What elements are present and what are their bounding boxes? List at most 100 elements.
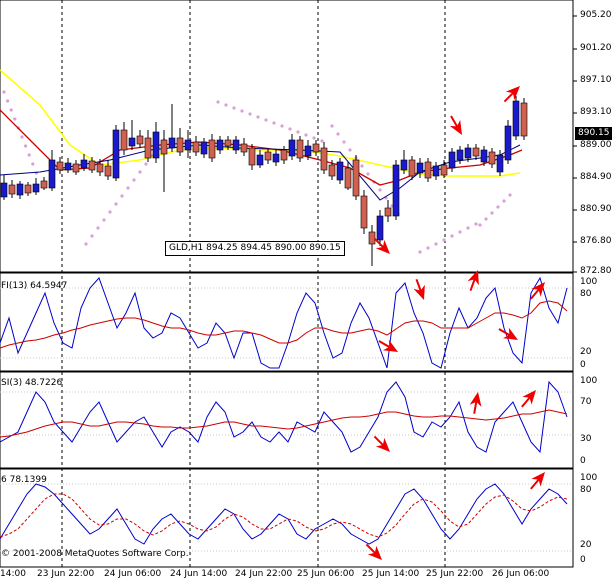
annotation-arrow xyxy=(378,339,398,352)
level-label: 80 xyxy=(580,289,592,299)
candle-body xyxy=(112,129,120,179)
candle-body xyxy=(360,195,368,229)
level-label: 0 xyxy=(580,360,586,370)
price-label: 901.20 xyxy=(580,43,612,53)
candle-body xyxy=(424,161,432,179)
level-label: 100 xyxy=(580,376,598,386)
candle-body xyxy=(192,141,200,153)
annotation-arrow xyxy=(373,237,390,254)
candle-body xyxy=(8,184,16,195)
candle-body xyxy=(96,163,104,173)
price-label: 880.90 xyxy=(580,204,612,214)
price-label: 889.00 xyxy=(580,140,612,150)
candle-body xyxy=(128,137,136,147)
sar-dot xyxy=(474,222,478,226)
sar-dot xyxy=(466,226,470,230)
annotation-arrow xyxy=(521,390,536,408)
candle-body xyxy=(40,180,48,189)
candle-body xyxy=(16,183,24,196)
copyright-text: © 2001-2008 MetaQuotes Software Corp. xyxy=(1,549,189,559)
candle-body xyxy=(248,147,256,166)
sar-dot xyxy=(256,115,260,119)
sar-dot xyxy=(224,103,228,107)
sar-dot xyxy=(288,127,292,131)
candle-body xyxy=(336,161,344,181)
sar-dot xyxy=(126,186,130,190)
level-label: 20 xyxy=(580,347,592,357)
candle-body xyxy=(72,163,80,173)
candle-body xyxy=(344,167,352,189)
axis-ticks xyxy=(573,15,577,273)
indicator-pane-1 xyxy=(0,272,574,372)
candle-body xyxy=(216,139,224,151)
sar-dot xyxy=(264,118,268,122)
candle-body xyxy=(448,151,456,169)
level-label: 0 xyxy=(580,555,586,565)
candle-body xyxy=(0,182,8,198)
sar-dot xyxy=(366,172,370,176)
sar-dot xyxy=(132,178,136,182)
pane-title: 6 78.1399 xyxy=(1,475,47,485)
candle-body xyxy=(432,165,440,177)
annotation-arrow xyxy=(373,435,390,452)
candle-body xyxy=(56,161,64,171)
pane-title: FI(13) 64.5947 xyxy=(1,281,68,291)
time-label: 26 Jun 06:00 xyxy=(492,569,550,579)
sar-dot xyxy=(484,217,488,221)
indicator-main-line xyxy=(0,276,568,369)
sar-dot xyxy=(232,106,236,110)
annotation-arrow xyxy=(467,270,479,292)
day-separators xyxy=(61,0,446,567)
sar-dot xyxy=(96,226,100,230)
sar-dot xyxy=(138,170,142,174)
sar-dot xyxy=(120,194,124,198)
main-price-pane xyxy=(0,0,574,273)
sar-dot xyxy=(496,205,500,209)
level-label: 30 xyxy=(580,434,592,444)
time-label: 24 Jun 14:00 xyxy=(170,569,228,579)
candle-body xyxy=(456,149,464,161)
candle-body xyxy=(24,184,32,194)
sar-dot xyxy=(9,108,13,112)
price-label: 905.20 xyxy=(580,10,612,20)
annotation-arrow xyxy=(503,86,520,103)
sar-dot xyxy=(102,218,106,222)
candlesticks xyxy=(0,96,528,266)
pane-title: SI(3) 48.7226 xyxy=(1,378,63,388)
candle-body xyxy=(288,139,296,157)
annotation-arrow xyxy=(498,327,518,340)
candle-body xyxy=(88,160,96,171)
level-label: 0 xyxy=(580,456,586,466)
candle-body xyxy=(256,154,264,166)
candle-body xyxy=(312,143,320,153)
sar-dot xyxy=(20,135,24,139)
price-label: 897.10 xyxy=(580,75,612,85)
indicator-signal-line xyxy=(0,493,568,538)
sar-dot xyxy=(342,140,346,144)
sar-dot xyxy=(24,144,28,148)
indicator-signal-line xyxy=(0,300,568,349)
time-label: 23 Jun 22:00 xyxy=(37,569,95,579)
time-label: 24 Jun 06:00 xyxy=(104,569,162,579)
sar-dot xyxy=(378,188,382,192)
indicator-main-line xyxy=(0,483,568,545)
sar-dot xyxy=(13,117,17,121)
candle-body xyxy=(208,139,216,159)
indicator-pane-2 xyxy=(0,371,574,469)
sar-dot xyxy=(144,162,148,166)
candle-body xyxy=(440,164,448,176)
candle-body xyxy=(408,159,416,177)
annotation-arrow xyxy=(530,472,545,490)
sar-dot xyxy=(360,164,364,168)
candle-body xyxy=(328,164,336,177)
sar-dot xyxy=(330,124,334,128)
sar-dot xyxy=(320,139,324,143)
candle-body xyxy=(416,162,424,174)
candle-body xyxy=(400,159,408,171)
sar-dot xyxy=(6,99,10,103)
sar-dot xyxy=(450,234,454,238)
sar-dot xyxy=(426,246,430,250)
candle-body xyxy=(480,149,488,163)
candle-body xyxy=(104,165,112,177)
